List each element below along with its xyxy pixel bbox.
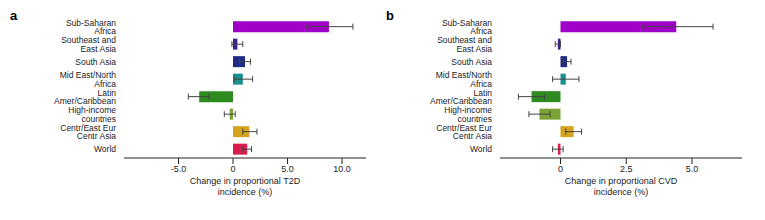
svg-text:0: 0 (231, 164, 236, 174)
svg-text:Mid East/NorthAfrica: Mid East/NorthAfrica (436, 70, 492, 89)
html-text:Change in proportional CVD inc: Change in proportional CVD incidence (%) (564, 176, 678, 197)
svg-text:LatinAmer/Caribbean: LatinAmer/Caribbean (54, 88, 116, 107)
svg-text:High-incomecountries: High-incomecountries (444, 105, 492, 124)
svg-text:South Asia: South Asia (451, 57, 492, 67)
svg-text:2.5: 2.5 (620, 164, 633, 174)
svg-text:Mid East/NorthAfrica: Mid East/NorthAfrica (60, 70, 116, 89)
svg-text:0: 0 (558, 164, 563, 174)
svg-text:Southeast andEast Asia: Southeast andEast Asia (61, 35, 116, 54)
html-text:b: b (386, 8, 394, 23)
svg-text:LatinAmer/Caribbean: LatinAmer/Caribbean (430, 88, 492, 107)
svg-text:Sub-SaharanAfrica: Sub-SaharanAfrica (66, 18, 116, 37)
svg-text:Southeast andEast Asia: Southeast andEast Asia (437, 35, 492, 54)
svg-text:High-incomecountries: High-incomecountries (68, 105, 116, 124)
svg-text:-5.0: -5.0 (171, 164, 187, 174)
html-text:Change in proportional T2D inc: Change in proportional T2D incidence (%) (189, 176, 301, 197)
svg-text:Sub-SaharanAfrica: Sub-SaharanAfrica (442, 18, 492, 37)
svg-text:5.0: 5.0 (281, 164, 294, 174)
svg-text:Centr/East EurCentr Asia: Centr/East EurCentr Asia (436, 123, 492, 142)
svg-text:World: World (470, 144, 492, 154)
svg-text:5.0: 5.0 (686, 164, 699, 174)
svg-text:South Asia: South Asia (75, 57, 116, 67)
html-text:a: a (10, 8, 18, 23)
svg-text:10.0: 10.0 (333, 164, 351, 174)
svg-text:World: World (94, 144, 116, 154)
svg-text:Centr/East EurCentr Asia: Centr/East EurCentr Asia (60, 123, 116, 142)
